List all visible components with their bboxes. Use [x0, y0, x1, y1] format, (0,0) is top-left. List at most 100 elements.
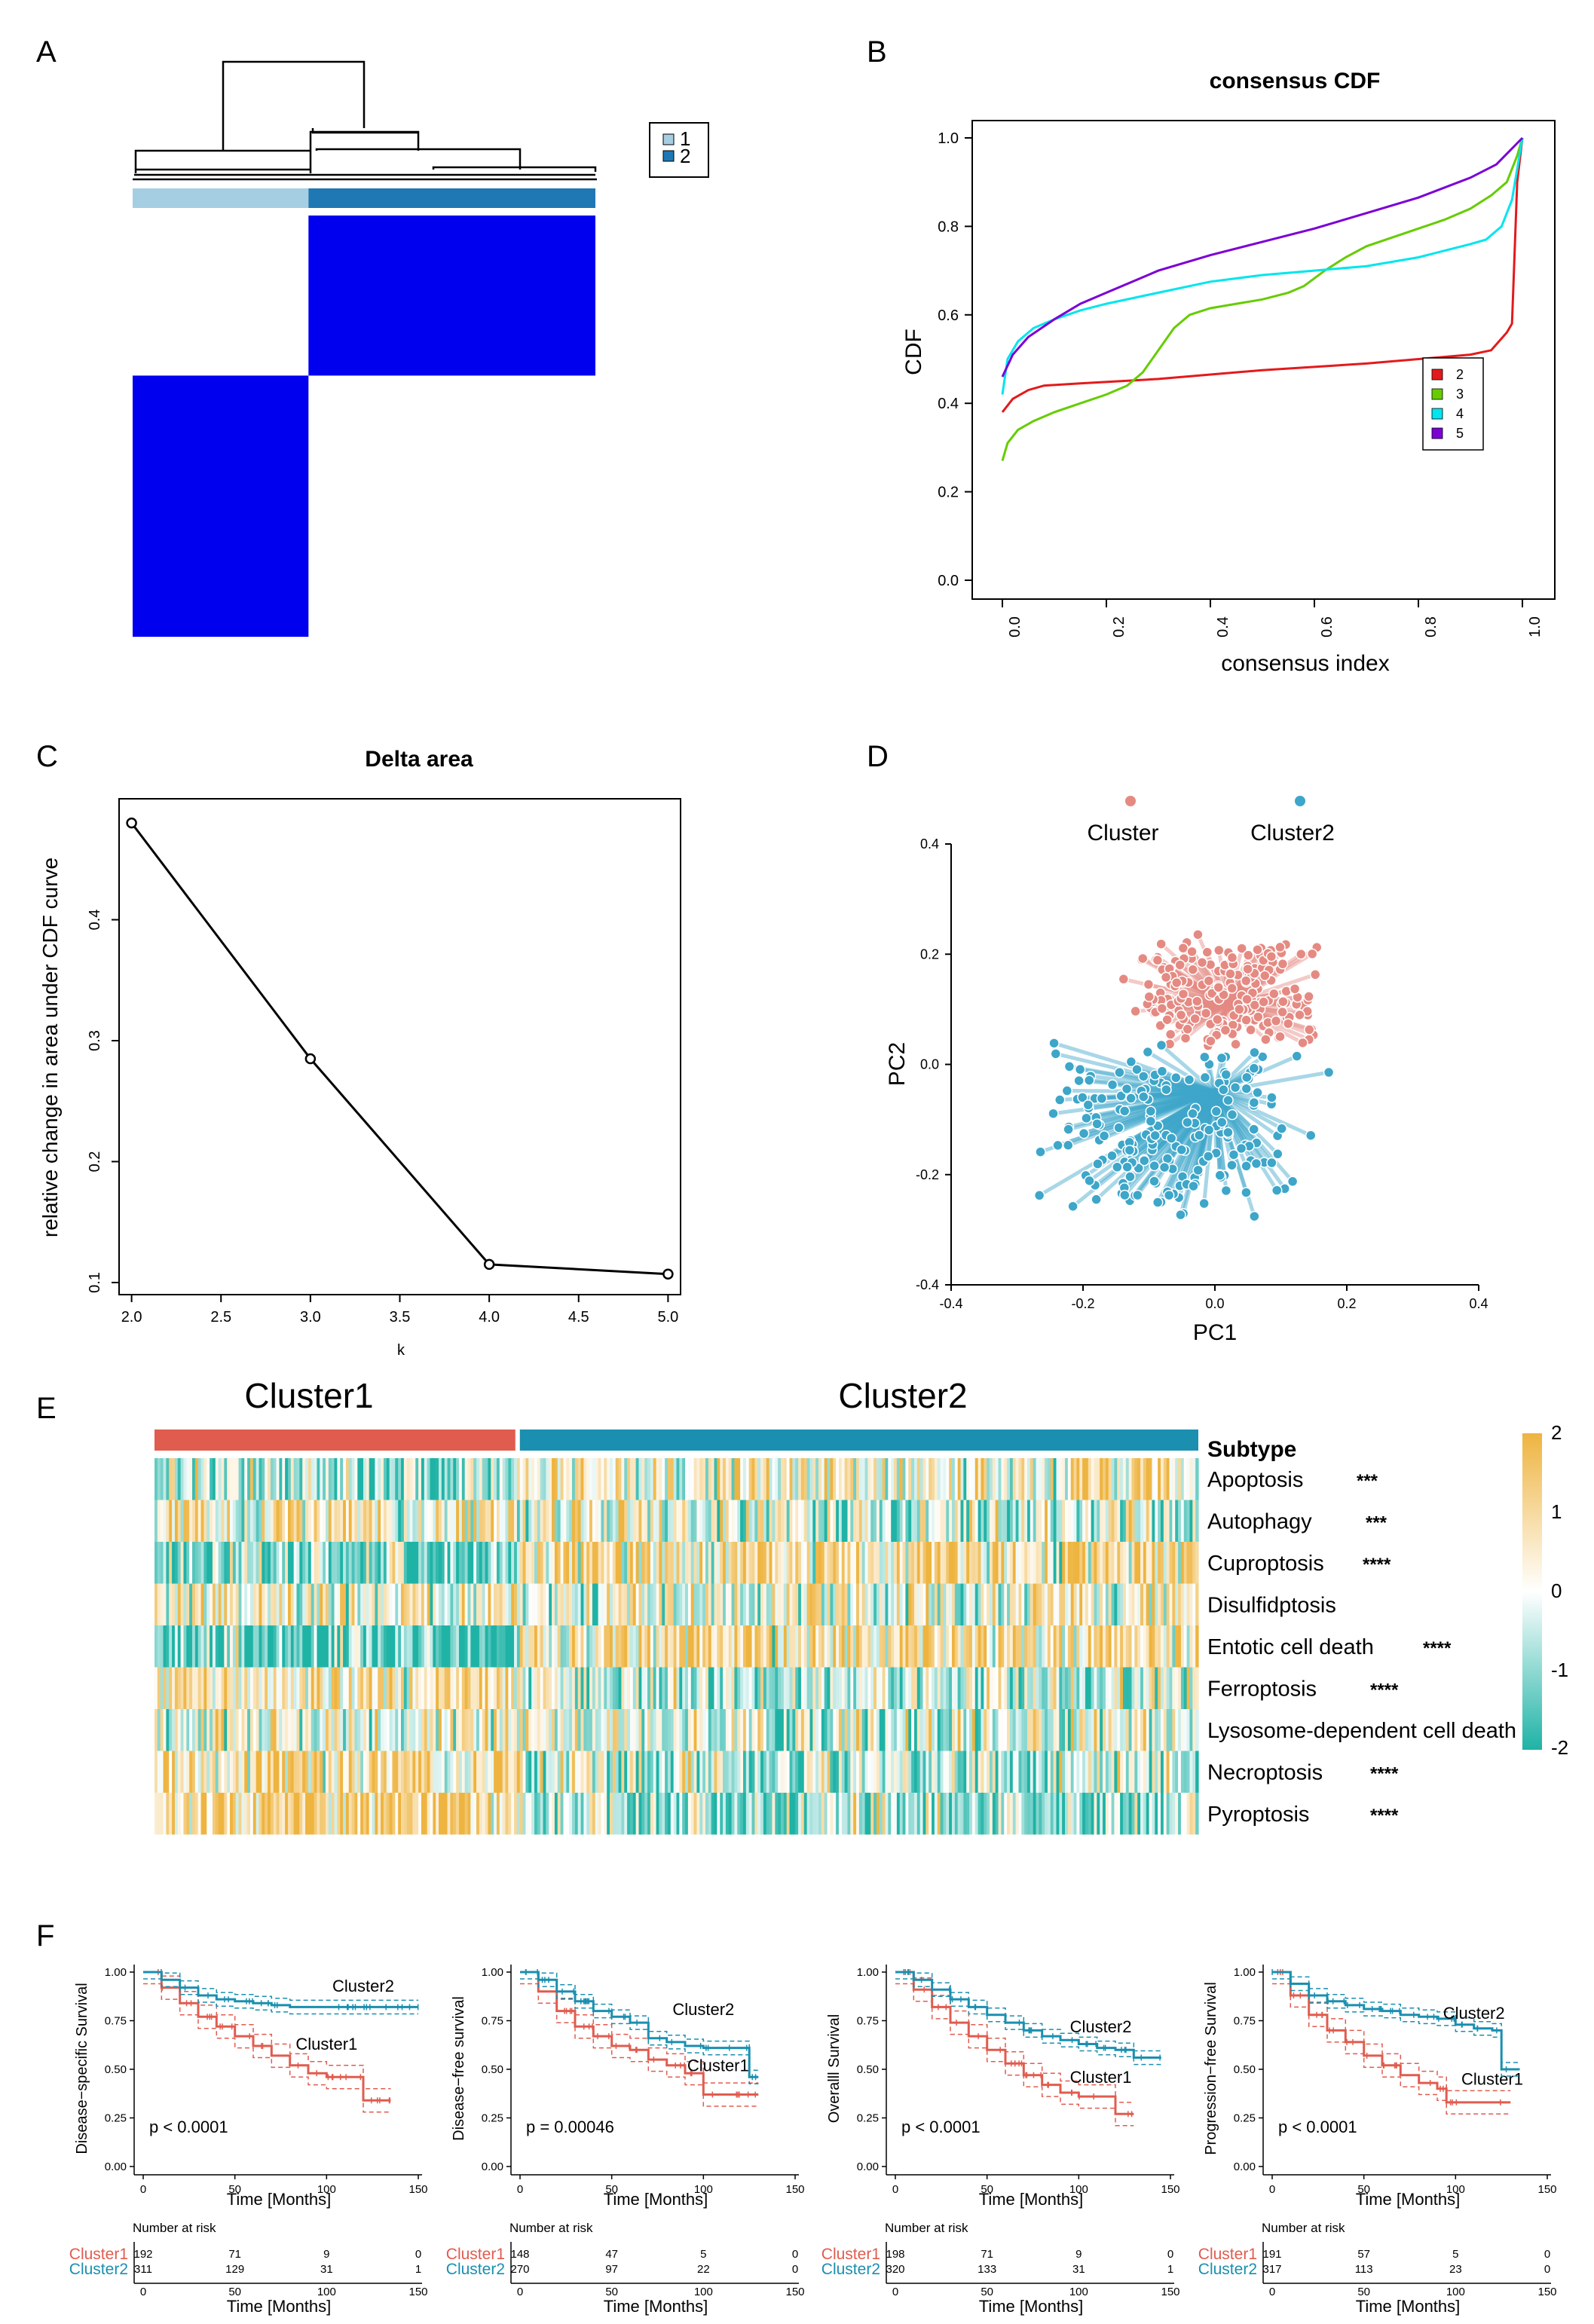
- heatmap-cell: [505, 1583, 509, 1625]
- heatmap-cell: [670, 1667, 675, 1709]
- heatmap-cell: [734, 1667, 738, 1709]
- heatmap-cell: [323, 1667, 326, 1709]
- heatmap-cell: [345, 1458, 350, 1500]
- heatmap-cell: [328, 1667, 332, 1709]
- heatmap-cell: [279, 1583, 283, 1625]
- heatmap-cell: [323, 1751, 326, 1793]
- heatmap-cell: [850, 1793, 854, 1835]
- heatmap-cell: [618, 1458, 623, 1500]
- heatmap-cell: [1114, 1709, 1118, 1751]
- heatmap-cell: [215, 1625, 219, 1668]
- cluster-bar-2: [308, 188, 595, 208]
- heatmap-cell: [458, 1542, 463, 1584]
- heatmap-cell: [740, 1793, 744, 1835]
- x-tick-label: 0.4: [1469, 1296, 1488, 1311]
- heatmap-cell: [273, 1793, 277, 1835]
- heatmap-cell: [896, 1625, 901, 1668]
- heatmap-cell: [395, 1583, 399, 1625]
- heatmap-cell: [632, 1667, 637, 1709]
- heatmap-cell: [894, 1542, 898, 1584]
- heatmap-cell: [1146, 1667, 1150, 1709]
- heatmap-cell: [1076, 1667, 1080, 1709]
- heatmap-cell: [1175, 1625, 1179, 1668]
- heatmap-cell: [1033, 1709, 1037, 1751]
- heatmap-cell: [560, 1542, 564, 1584]
- heatmap-cell: [360, 1625, 364, 1668]
- heatmap-cell: [766, 1542, 770, 1584]
- heatmap-cell: [340, 1500, 344, 1542]
- heatmap-cell: [714, 1751, 717, 1793]
- heatmap-cell: [537, 1458, 541, 1500]
- heatmap-cell: [311, 1583, 315, 1625]
- heatmap-cell: [861, 1625, 866, 1668]
- heatmap-cell: [598, 1793, 602, 1835]
- heatmap-cell: [896, 1667, 901, 1709]
- delta-point: [662, 1268, 674, 1280]
- heatmap-cell: [276, 1667, 280, 1709]
- heatmap-cell: [160, 1458, 164, 1500]
- y-tick-label: 0.6: [938, 307, 959, 324]
- heatmap-cell: [844, 1667, 849, 1709]
- heatmap-cell: [340, 1751, 344, 1793]
- heatmap-cell: [803, 1793, 808, 1835]
- heatmap-cell: [224, 1542, 228, 1584]
- heatmap-cell: [818, 1625, 822, 1668]
- heatmap-cell: [363, 1458, 367, 1500]
- heatmap-cell: [670, 1793, 675, 1835]
- heatmap-cell: [401, 1500, 405, 1542]
- heatmap-cell: [913, 1583, 918, 1625]
- heatmap-cell: [285, 1458, 289, 1500]
- heatmap-cell: [415, 1751, 419, 1793]
- heatmap-cell: [751, 1542, 755, 1584]
- heatmap-cell: [687, 1583, 692, 1625]
- heatmap-cell: [470, 1583, 474, 1625]
- heatmap-cell: [781, 1667, 785, 1709]
- heatmap-cell: [595, 1542, 599, 1584]
- heatmap-cell: [1021, 1709, 1025, 1751]
- pca-point: [1084, 1075, 1095, 1086]
- heatmap-cell: [189, 1751, 193, 1793]
- heatmap-cell: [731, 1793, 736, 1835]
- pca-spoke: [1170, 1090, 1217, 1170]
- heatmap-cell: [166, 1625, 170, 1668]
- heatmap-cell: [665, 1458, 669, 1500]
- heatmap-cell: [1149, 1583, 1153, 1625]
- heatmap-cell: [186, 1500, 190, 1542]
- heatmap-cell: [592, 1583, 596, 1625]
- heatmap-cell: [200, 1751, 205, 1793]
- heatmap-cell: [745, 1583, 750, 1625]
- heatmap-cell: [299, 1667, 303, 1709]
- heatmap-cell: [992, 1625, 996, 1668]
- heatmap-cell: [899, 1583, 904, 1625]
- heatmap-cell: [317, 1458, 320, 1500]
- cdf-line-k2: [1001, 137, 1524, 413]
- risk-x-tick-label: 0: [517, 2286, 523, 2298]
- heatmap-cell: [412, 1667, 416, 1709]
- heatmap-cell: [528, 1751, 532, 1793]
- heatmap-cell: [406, 1458, 411, 1500]
- heatmap-cell: [458, 1625, 463, 1668]
- heatmap-cell: [714, 1793, 717, 1835]
- heatmap-cell: [1018, 1793, 1022, 1835]
- heatmap-cell: [925, 1709, 929, 1751]
- heatmap-cell: [870, 1542, 874, 1584]
- heatmap-cell: [696, 1625, 700, 1668]
- heatmap-cell: [456, 1667, 460, 1709]
- heatmap-cell: [323, 1709, 326, 1751]
- heatmap-cell: [1070, 1793, 1075, 1835]
- heatmap-cell: [957, 1751, 962, 1793]
- heatmap-cell: [270, 1793, 274, 1835]
- heatmap-cell: [1053, 1458, 1057, 1500]
- heatmap-cell: [467, 1583, 471, 1625]
- heatmap-cell: [607, 1709, 610, 1751]
- heatmap-cell: [937, 1667, 941, 1709]
- heatmap-cell: [549, 1625, 552, 1668]
- heatmap-cell: [549, 1709, 552, 1751]
- heatmap-cell: [453, 1500, 457, 1542]
- heatmap-cell: [345, 1667, 350, 1709]
- heatmap-cell: [734, 1458, 738, 1500]
- heatmap-cell: [679, 1667, 683, 1709]
- heatmap-cell: [1178, 1500, 1182, 1542]
- pca-spoke: [1128, 1090, 1216, 1152]
- heatmap-cell: [934, 1625, 938, 1668]
